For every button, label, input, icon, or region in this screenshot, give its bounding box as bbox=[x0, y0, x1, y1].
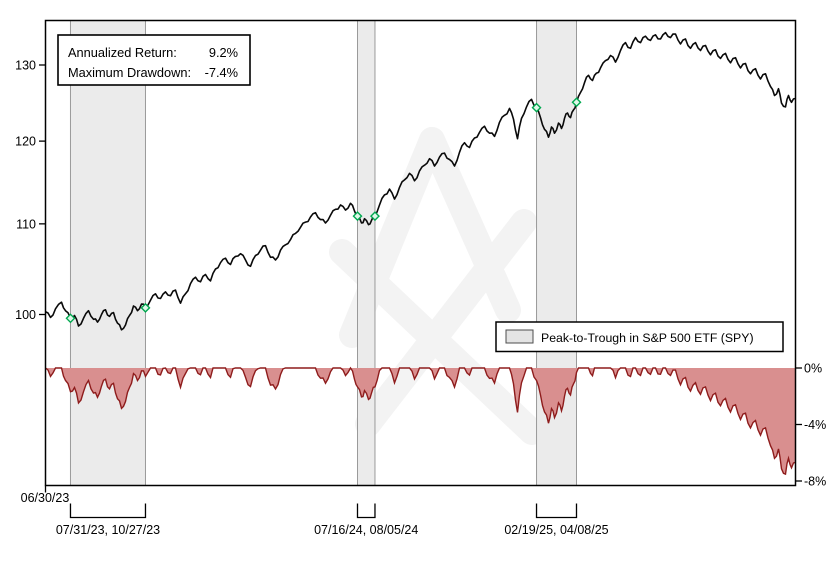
stats-box-border bbox=[57, 34, 251, 86]
peak-trough-marker bbox=[65, 313, 76, 324]
axis-ticks bbox=[39, 64, 802, 493]
peak-trough-marker bbox=[369, 211, 380, 222]
x-axis-start-label: 06/30/23 bbox=[21, 491, 70, 505]
peak-trough-marker bbox=[140, 302, 151, 313]
price-tick-label-2: 120 bbox=[15, 135, 36, 149]
legend: Peak-to-Trough in S&P 500 ETF (SPY) bbox=[495, 321, 784, 353]
legend-border bbox=[495, 321, 784, 353]
drawdown-tick-label-0: 0% bbox=[804, 362, 822, 376]
plot-frame bbox=[44, 19, 797, 487]
price-tick-label-3: 130 bbox=[15, 59, 36, 73]
peak-trough-marker bbox=[571, 97, 582, 108]
annualized-return-value: 9.2% bbox=[209, 45, 238, 60]
price-tick-label-0: 100 bbox=[15, 308, 36, 322]
legend-swatch bbox=[505, 329, 534, 344]
drawdown-tick-label-2: -8% bbox=[804, 475, 826, 489]
peak-trough-marker bbox=[352, 211, 363, 222]
price-tick-label-1: 110 bbox=[16, 217, 36, 231]
drawdown-tick-label-1: -4% bbox=[804, 418, 826, 432]
drawdown-period-label-0: 07/31/23, 10/27/23 bbox=[56, 523, 160, 537]
peak-trough-marker bbox=[531, 102, 542, 113]
price-line bbox=[45, 31, 796, 331]
max-drawdown-label: Maximum Drawdown: bbox=[68, 65, 191, 80]
period-brackets bbox=[69, 503, 578, 519]
legend-label: Peak-to-Trough in S&P 500 ETF (SPY) bbox=[541, 331, 754, 345]
drawdown-period-label-1: 07/16/24, 08/05/24 bbox=[314, 523, 418, 537]
series-layer bbox=[45, 31, 796, 476]
drawdown-line bbox=[45, 366, 796, 476]
drawdown-area bbox=[45, 368, 796, 475]
stats-annotation-box: Annualized Return: 9.2% Maximum Drawdown… bbox=[57, 34, 251, 86]
max-drawdown-value: -7.4% bbox=[205, 65, 238, 80]
annualized-return-label: Annualized Return: bbox=[68, 45, 177, 60]
drawdown-period-label-2: 02/19/25, 04/08/25 bbox=[504, 523, 608, 537]
